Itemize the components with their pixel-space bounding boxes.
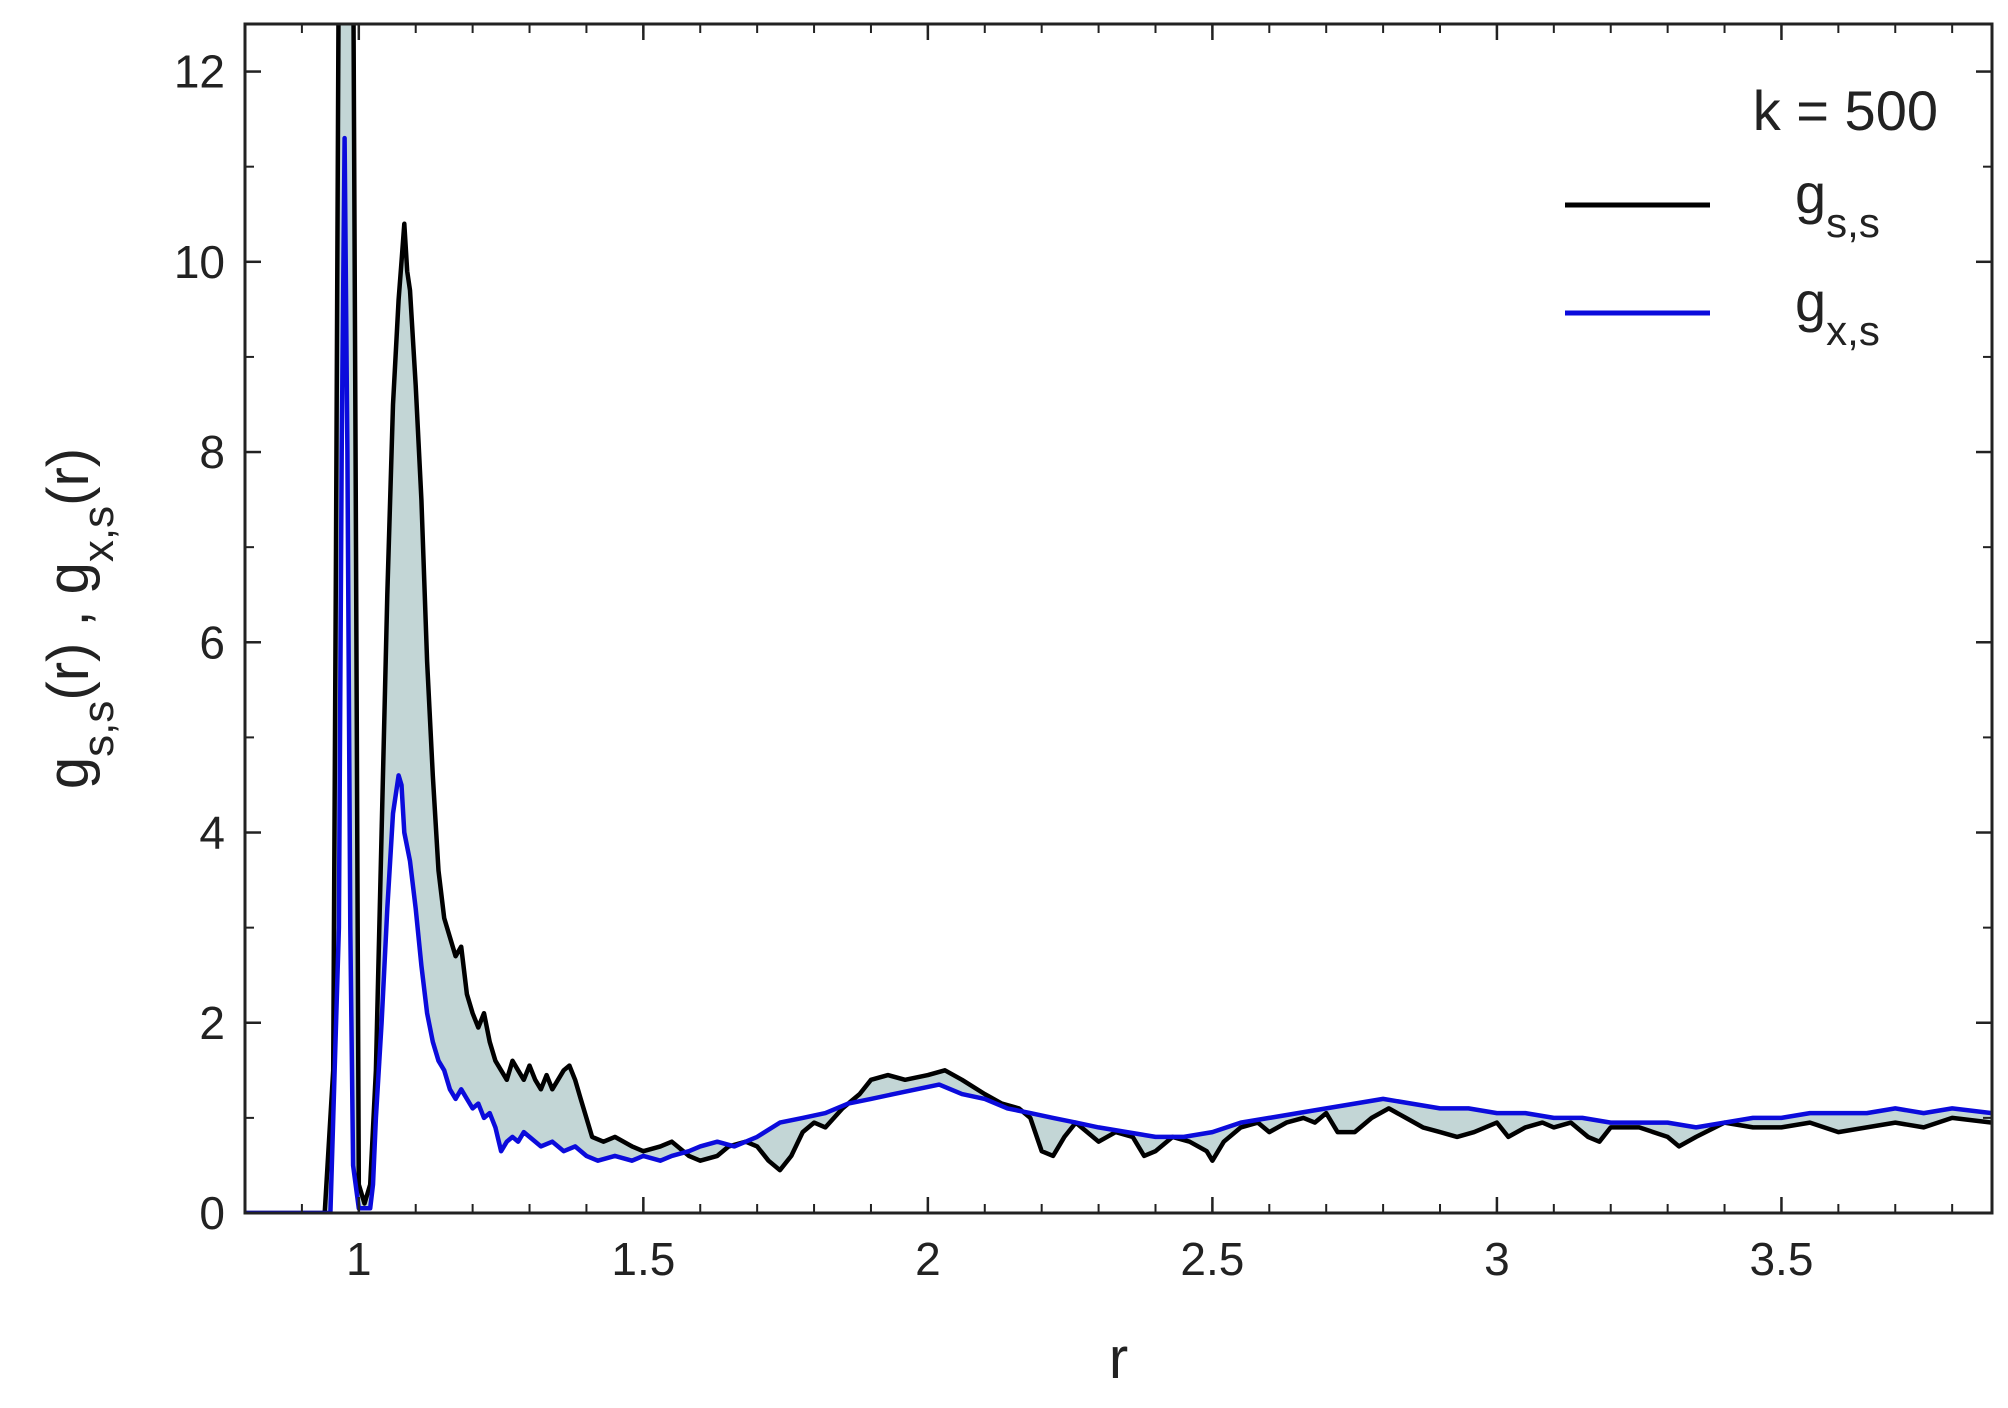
y-tick-label: 2 (199, 997, 225, 1049)
legend-label-gxs-main: g (1795, 270, 1826, 333)
legend-label-gss-sub: s,s (1826, 199, 1880, 246)
legend-label-gss: gs,s (1795, 162, 1880, 246)
x-tick-label: 3.5 (1749, 1233, 1813, 1285)
y-tick-label: 6 (199, 616, 225, 668)
x-tick-label: 2 (915, 1233, 941, 1285)
y-tick-label: 10 (174, 236, 225, 288)
x-tick-label: 2.5 (1180, 1233, 1244, 1285)
y-label-sub-2: x,s (74, 506, 123, 562)
series-line-gxs (245, 135, 1992, 1213)
x-tick-label: 3 (1484, 1233, 1510, 1285)
y-axis-label: gs,s(r) , gx,s(r) (36, 448, 123, 789)
plot-frame (243, 22, 1994, 1215)
y-label-part-2: (r) , g (36, 562, 101, 701)
legend: k = 500 gs,s gx,s (1565, 79, 1938, 354)
y-tick-label: 8 (199, 426, 225, 478)
x-tick-label: 1 (346, 1233, 372, 1285)
x-tick-label: 1.5 (611, 1233, 675, 1285)
x-axis-label: r (1109, 1326, 1128, 1391)
legend-label-gss-main: g (1795, 162, 1826, 225)
y-tick-label: 0 (199, 1187, 225, 1239)
legend-label-gxs: gx,s (1795, 270, 1880, 354)
y-tick-label: 12 (174, 46, 225, 98)
series-layer (245, 24, 1992, 1213)
series-line-gss (245, 24, 1992, 1213)
y-label-sub-1: s,s (74, 701, 123, 757)
ticks-layer: 1 1.5 2 2.5 3 3.5 0 2 4 6 8 10 12 (174, 24, 1992, 1285)
y-tick-label: 4 (199, 807, 225, 859)
y-label-part-3: (r) (36, 448, 101, 506)
legend-label-gxs-sub: x,s (1826, 307, 1880, 354)
legend-title: k = 500 (1753, 79, 1938, 142)
y-label-part-1: g (36, 757, 101, 789)
